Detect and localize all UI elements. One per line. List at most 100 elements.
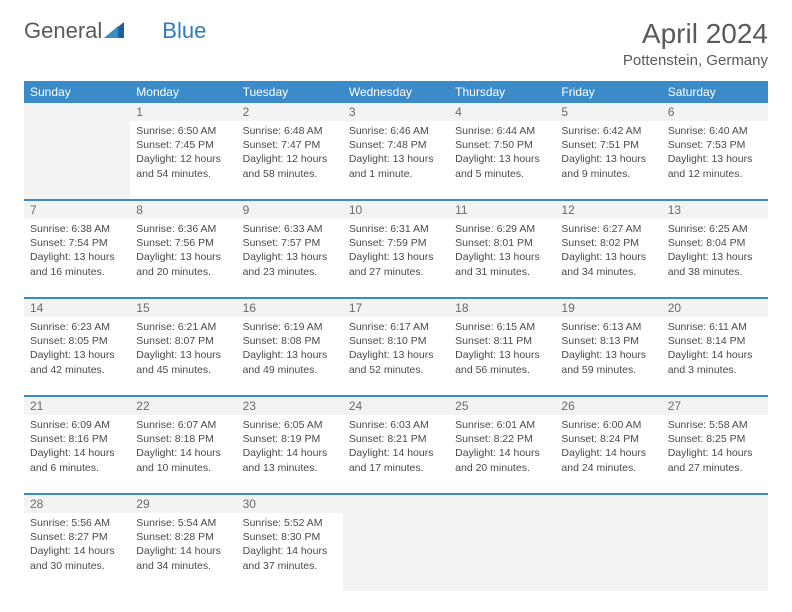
day-header: Saturday [662, 81, 768, 103]
daynum-row: 123456 [24, 103, 768, 121]
calendar-cell [662, 513, 768, 591]
calendar-cell: Sunrise: 6:29 AMSunset: 8:01 PMDaylight:… [449, 219, 555, 297]
day-number [24, 103, 130, 121]
day-number: 3 [343, 103, 449, 121]
day-number: 6 [662, 103, 768, 121]
cell-details: Sunrise: 5:54 AMSunset: 8:28 PMDaylight:… [136, 516, 230, 573]
day-number: 9 [237, 201, 343, 219]
logo: General Blue [24, 18, 206, 44]
day-number: 19 [555, 299, 661, 317]
cell-details: Sunrise: 6:09 AMSunset: 8:16 PMDaylight:… [30, 418, 124, 475]
day-number: 17 [343, 299, 449, 317]
calendar-cell: Sunrise: 6:27 AMSunset: 8:02 PMDaylight:… [555, 219, 661, 297]
day-number: 23 [237, 397, 343, 415]
calendar-cell: Sunrise: 6:42 AMSunset: 7:51 PMDaylight:… [555, 121, 661, 199]
logo-text-1: General [24, 18, 102, 44]
calendar-cell: Sunrise: 5:54 AMSunset: 8:28 PMDaylight:… [130, 513, 236, 591]
day-number: 24 [343, 397, 449, 415]
cell-details: Sunrise: 6:46 AMSunset: 7:48 PMDaylight:… [349, 124, 443, 181]
day-number [662, 495, 768, 513]
calendar-cell: Sunrise: 6:33 AMSunset: 7:57 PMDaylight:… [237, 219, 343, 297]
calendar-grid: Sunday Monday Tuesday Wednesday Thursday… [24, 81, 768, 591]
cell-details: Sunrise: 6:17 AMSunset: 8:10 PMDaylight:… [349, 320, 443, 377]
cell-details: Sunrise: 6:21 AMSunset: 8:07 PMDaylight:… [136, 320, 230, 377]
cell-details: Sunrise: 5:58 AMSunset: 8:25 PMDaylight:… [668, 418, 762, 475]
calendar-cell [343, 513, 449, 591]
month-title: April 2024 [623, 18, 768, 50]
page-header: General Blue April 2024 Pottenstein, Ger… [24, 18, 768, 69]
day-number: 11 [449, 201, 555, 219]
day-number: 25 [449, 397, 555, 415]
calendar-cell: Sunrise: 6:00 AMSunset: 8:24 PMDaylight:… [555, 415, 661, 493]
day-number: 5 [555, 103, 661, 121]
day-number: 26 [555, 397, 661, 415]
calendar-cell: Sunrise: 6:09 AMSunset: 8:16 PMDaylight:… [24, 415, 130, 493]
day-number: 15 [130, 299, 236, 317]
weeks-container: 123456Sunrise: 6:50 AMSunset: 7:45 PMDay… [24, 103, 768, 591]
day-number: 16 [237, 299, 343, 317]
day-number [555, 495, 661, 513]
cell-details: Sunrise: 6:13 AMSunset: 8:13 PMDaylight:… [561, 320, 655, 377]
day-number: 30 [237, 495, 343, 513]
calendar-cell: Sunrise: 5:52 AMSunset: 8:30 PMDaylight:… [237, 513, 343, 591]
calendar-cell: Sunrise: 6:17 AMSunset: 8:10 PMDaylight:… [343, 317, 449, 395]
daynum-row: 21222324252627 [24, 395, 768, 415]
day-header: Friday [555, 81, 661, 103]
cell-details: Sunrise: 5:52 AMSunset: 8:30 PMDaylight:… [243, 516, 337, 573]
cell-details: Sunrise: 6:38 AMSunset: 7:54 PMDaylight:… [30, 222, 124, 279]
cell-details: Sunrise: 6:19 AMSunset: 8:08 PMDaylight:… [243, 320, 337, 377]
cell-details: Sunrise: 6:23 AMSunset: 8:05 PMDaylight:… [30, 320, 124, 377]
calendar-cell: Sunrise: 6:13 AMSunset: 8:13 PMDaylight:… [555, 317, 661, 395]
calendar-cell: Sunrise: 6:05 AMSunset: 8:19 PMDaylight:… [237, 415, 343, 493]
cell-details: Sunrise: 6:27 AMSunset: 8:02 PMDaylight:… [561, 222, 655, 279]
calendar-cell: Sunrise: 6:48 AMSunset: 7:47 PMDaylight:… [237, 121, 343, 199]
calendar-cell: Sunrise: 6:40 AMSunset: 7:53 PMDaylight:… [662, 121, 768, 199]
daynum-row: 282930 [24, 493, 768, 513]
calendar-cell [555, 513, 661, 591]
calendar-cell: Sunrise: 6:50 AMSunset: 7:45 PMDaylight:… [130, 121, 236, 199]
day-number: 4 [449, 103, 555, 121]
calendar-cell: Sunrise: 6:38 AMSunset: 7:54 PMDaylight:… [24, 219, 130, 297]
day-header: Sunday [24, 81, 130, 103]
day-number: 10 [343, 201, 449, 219]
day-number: 28 [24, 495, 130, 513]
day-header: Monday [130, 81, 236, 103]
calendar-cell: Sunrise: 5:58 AMSunset: 8:25 PMDaylight:… [662, 415, 768, 493]
day-header: Tuesday [237, 81, 343, 103]
day-number: 2 [237, 103, 343, 121]
day-number: 21 [24, 397, 130, 415]
cell-details: Sunrise: 5:56 AMSunset: 8:27 PMDaylight:… [30, 516, 124, 573]
calendar-cell: Sunrise: 6:07 AMSunset: 8:18 PMDaylight:… [130, 415, 236, 493]
day-number [343, 495, 449, 513]
calendar-cell: Sunrise: 6:25 AMSunset: 8:04 PMDaylight:… [662, 219, 768, 297]
calendar-cell: Sunrise: 6:15 AMSunset: 8:11 PMDaylight:… [449, 317, 555, 395]
calendar-cell [24, 121, 130, 199]
calendar-cell: Sunrise: 6:21 AMSunset: 8:07 PMDaylight:… [130, 317, 236, 395]
cell-details: Sunrise: 6:15 AMSunset: 8:11 PMDaylight:… [455, 320, 549, 377]
location: Pottenstein, Germany [623, 52, 768, 69]
day-header: Thursday [449, 81, 555, 103]
day-number: 22 [130, 397, 236, 415]
calendar-cell: Sunrise: 6:23 AMSunset: 8:05 PMDaylight:… [24, 317, 130, 395]
week-row: Sunrise: 6:50 AMSunset: 7:45 PMDaylight:… [24, 121, 768, 199]
week-row: Sunrise: 6:38 AMSunset: 7:54 PMDaylight:… [24, 219, 768, 297]
day-number: 1 [130, 103, 236, 121]
calendar-page: General Blue April 2024 Pottenstein, Ger… [0, 0, 792, 609]
calendar-cell: Sunrise: 6:01 AMSunset: 8:22 PMDaylight:… [449, 415, 555, 493]
day-number [449, 495, 555, 513]
day-number: 20 [662, 299, 768, 317]
calendar-cell [449, 513, 555, 591]
cell-details: Sunrise: 6:05 AMSunset: 8:19 PMDaylight:… [243, 418, 337, 475]
cell-details: Sunrise: 6:44 AMSunset: 7:50 PMDaylight:… [455, 124, 549, 181]
cell-details: Sunrise: 6:03 AMSunset: 8:21 PMDaylight:… [349, 418, 443, 475]
cell-details: Sunrise: 6:07 AMSunset: 8:18 PMDaylight:… [136, 418, 230, 475]
cell-details: Sunrise: 6:42 AMSunset: 7:51 PMDaylight:… [561, 124, 655, 181]
cell-details: Sunrise: 6:25 AMSunset: 8:04 PMDaylight:… [668, 222, 762, 279]
cell-details: Sunrise: 6:33 AMSunset: 7:57 PMDaylight:… [243, 222, 337, 279]
cell-details: Sunrise: 6:31 AMSunset: 7:59 PMDaylight:… [349, 222, 443, 279]
title-block: April 2024 Pottenstein, Germany [623, 18, 768, 69]
week-row: Sunrise: 6:09 AMSunset: 8:16 PMDaylight:… [24, 415, 768, 493]
day-headers-row: Sunday Monday Tuesday Wednesday Thursday… [24, 81, 768, 103]
calendar-cell: Sunrise: 6:31 AMSunset: 7:59 PMDaylight:… [343, 219, 449, 297]
day-header: Wednesday [343, 81, 449, 103]
